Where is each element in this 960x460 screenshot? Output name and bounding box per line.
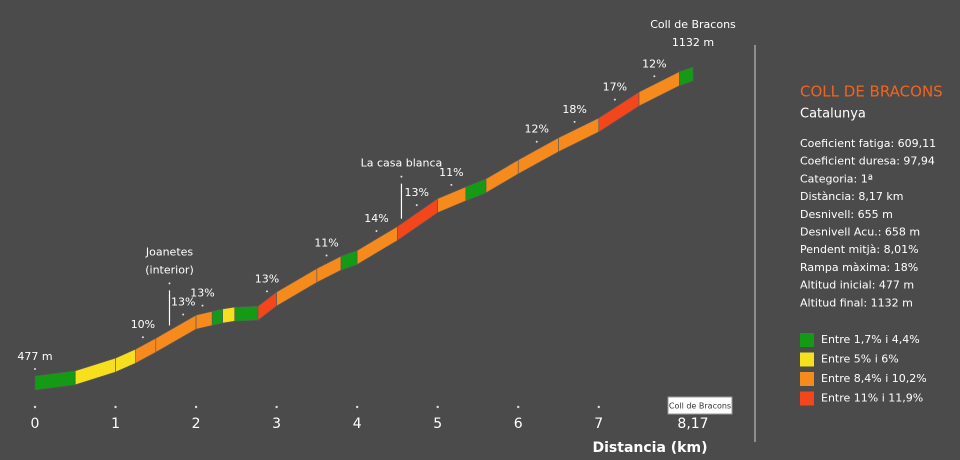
panel-stat: Categoria: 1ª	[800, 172, 873, 185]
profile-segment	[135, 337, 157, 364]
x-tick	[517, 405, 520, 409]
place-label: Joanetes	[145, 245, 194, 258]
grade-label: 11%	[314, 237, 338, 250]
x-tick-label: 2	[192, 416, 201, 432]
legend-label: Entre 11% i 11,9%	[821, 392, 923, 405]
x-tick	[194, 405, 198, 409]
x-tick	[33, 405, 37, 409]
profile-segment	[679, 66, 694, 87]
tooltip-text: Coll de Bracons	[669, 402, 731, 411]
grade-dot	[653, 75, 656, 78]
profile-segment	[485, 159, 519, 194]
panel-region: Catalunya	[800, 107, 866, 122]
grade-dot	[450, 183, 453, 186]
grade-label: 13%	[405, 186, 429, 199]
profile-segment	[222, 306, 236, 324]
grade-dot	[182, 313, 185, 316]
grade-label: 10%	[131, 318, 155, 331]
start-label: 477 m	[17, 350, 52, 363]
x-tick-label: 6	[514, 416, 523, 432]
grade-dot	[375, 229, 378, 232]
grade-label: 12%	[525, 123, 549, 136]
grade-label: 11%	[439, 166, 463, 179]
profile-segment	[340, 250, 358, 271]
legend-label: Entre 1,7% i 4,4%	[821, 333, 920, 346]
x-tick	[114, 405, 117, 409]
x-tick-label: 5	[433, 416, 442, 432]
grade-label: 14%	[364, 212, 388, 225]
legend-swatch	[800, 372, 814, 386]
panel-stat: Desnivell Acu.: 658 m	[800, 226, 920, 239]
x-tick-label: 7	[594, 416, 603, 432]
x-tick	[275, 405, 278, 409]
x-tick-label: 1	[111, 416, 120, 432]
grade-label: 18%	[562, 103, 586, 116]
profile-segment	[437, 186, 467, 214]
grade-dot	[201, 304, 204, 307]
legend-swatch	[800, 352, 814, 367]
profile-segment	[195, 310, 213, 330]
profile-segment	[517, 137, 559, 175]
panel-stat: Distància: 8,17 km	[800, 190, 903, 203]
grade-dot	[265, 290, 268, 293]
profile-segment	[316, 255, 342, 283]
profile-segment	[558, 117, 600, 153]
panel-stat: Pendent mitjà: 8,01%	[800, 243, 919, 256]
profile-segment	[234, 305, 259, 322]
start-dot	[34, 368, 36, 370]
x-tick-label: 0	[31, 416, 40, 432]
profile-segment	[598, 91, 640, 133]
summit-label: Coll de Bracons	[650, 18, 736, 31]
place-label: La casa blanca	[361, 157, 443, 170]
tooltip-box	[667, 396, 733, 415]
profile-segment	[356, 225, 398, 266]
x-tick-label: 3	[272, 416, 281, 432]
grade-label: 13%	[190, 287, 214, 300]
legend-label: Entre 5% i 6%	[821, 353, 899, 366]
grade-label: 13%	[171, 296, 195, 309]
grade-label: 17%	[603, 81, 627, 94]
panel-stat: Altitud final: 1132 m	[800, 296, 913, 309]
legend-swatch	[800, 333, 814, 347]
summit-label: 1132 m	[672, 36, 714, 49]
legend-swatch	[800, 391, 814, 406]
panel-stat: Altitud inicial: 477 m	[800, 279, 914, 292]
x-axis-label: Distancia (km)	[593, 440, 708, 456]
profile-segment	[638, 71, 680, 107]
x-tick	[355, 405, 359, 409]
legend-label: Entre 8,4% i 10,2%	[821, 372, 927, 385]
grade-label: 13%	[255, 272, 279, 285]
grade-dot	[415, 204, 418, 207]
grade-dot	[613, 98, 616, 101]
place-dot	[400, 175, 403, 178]
profile-segment	[465, 178, 487, 202]
grade-dot	[141, 336, 144, 339]
grade-dot	[535, 140, 538, 143]
profile-segment	[115, 348, 136, 373]
profile-segment	[155, 314, 197, 353]
profile-segment	[74, 357, 116, 386]
profile-segment	[257, 291, 277, 321]
panel-stat: Coeficient fatiga: 609,11	[800, 137, 936, 150]
panel-stat: Desnivell: 655 m	[800, 208, 893, 221]
grade-dot	[325, 254, 328, 257]
x-tick-label: 4	[353, 416, 362, 432]
grade-label: 12%	[642, 57, 666, 70]
x-tick	[436, 405, 439, 409]
x-tick-label: 8,17	[677, 416, 708, 432]
panel-stat: Coeficient duresa: 97,94	[800, 155, 935, 168]
place-dot	[168, 282, 171, 285]
panel-stat: Rampa màxima: 18%	[800, 261, 918, 274]
profile-segment	[211, 308, 223, 326]
profile-segment	[34, 370, 76, 391]
profile-segment	[276, 267, 318, 307]
place-label: (interior)	[145, 263, 194, 276]
panel-title: COLL DE BRACONS	[800, 83, 943, 101]
grade-dot	[573, 120, 576, 123]
x-tick	[597, 405, 600, 409]
